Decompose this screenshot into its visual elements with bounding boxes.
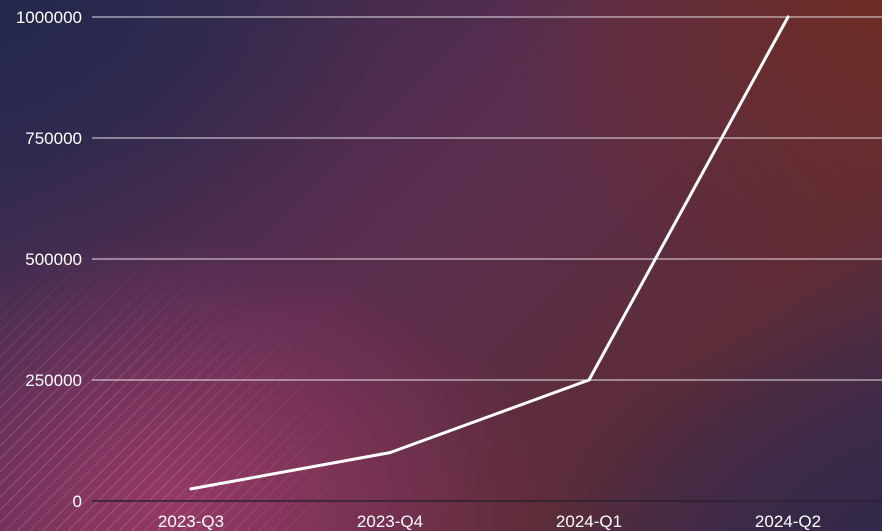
- y-tick-label-250000: 250000: [25, 371, 82, 390]
- grid-lines: [92, 16, 882, 381]
- data-point-2024-Q1: [587, 378, 591, 382]
- x-tick-label-2024-Q2: 2024-Q2: [755, 512, 821, 531]
- x-tick-label-2023-Q3: 2023-Q3: [158, 512, 224, 531]
- y-tick-label-750000: 750000: [25, 129, 82, 148]
- series-layer: [189, 15, 790, 491]
- data-point-2023-Q4: [388, 451, 392, 455]
- y-tick-label-0: 0: [73, 492, 82, 511]
- y-axis-tick-labels: 0 250000 500000 750000 1000000: [16, 8, 82, 511]
- x-axis-tick-labels: 2023-Q3 2023-Q4 2024-Q1 2024-Q2: [158, 512, 821, 531]
- y-tick-label-500000: 500000: [25, 250, 82, 269]
- y-tick-label-1000000: 1000000: [16, 8, 82, 27]
- data-point-2023-Q3: [189, 487, 193, 491]
- x-tick-label-2024-Q1: 2024-Q1: [556, 512, 622, 531]
- series-line: [189, 15, 790, 491]
- data-point-2024-Q2: [786, 15, 790, 19]
- x-tick-label-2023-Q4: 2023-Q4: [357, 512, 423, 531]
